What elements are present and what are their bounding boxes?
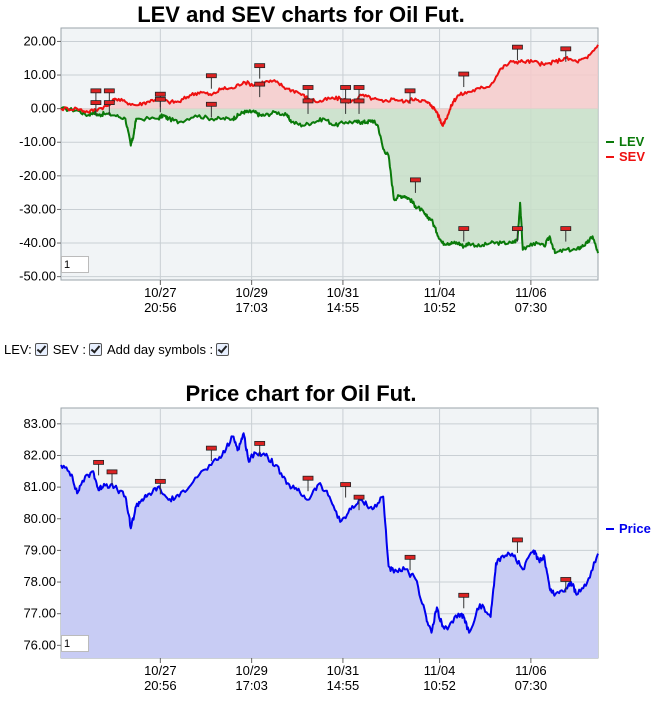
day-marker [410, 177, 421, 183]
day-marker [353, 494, 365, 500]
chart-controls: LEV: SEV : Add day symbols : [4, 342, 231, 357]
x-tick-time: 17:03 [235, 300, 268, 315]
day-marker [353, 98, 365, 104]
x-tick-time: 07:30 [515, 678, 548, 693]
day-marker [302, 475, 314, 481]
sev-checkbox[interactable] [88, 343, 102, 356]
x-tick-time: 17:03 [235, 678, 268, 693]
day-marker [404, 88, 416, 94]
day-marker [353, 85, 365, 90]
day-marker [154, 478, 166, 484]
day-marker [458, 592, 470, 598]
y-tick-label: 10.00 [23, 67, 56, 82]
y-tick-label: 79.00 [23, 542, 56, 557]
legend-label: SEV [619, 149, 645, 164]
y-tick-label: 76.00 [23, 637, 56, 652]
x-tick-date: 11/04 [424, 663, 456, 678]
x-tick-date: 10/29 [235, 285, 268, 300]
y-tick-label: -10.00 [19, 134, 56, 149]
day-marker [560, 226, 572, 232]
day-marker [205, 101, 217, 107]
y-tick-label: 77.00 [23, 606, 56, 621]
day-marker [154, 91, 166, 97]
x-tick-date: 11/06 [515, 285, 547, 300]
sev-toggle-label: SEV : [52, 342, 86, 357]
series-line-price [60, 432, 599, 634]
y-tick-label: -40.00 [19, 235, 56, 250]
chart-title: Price chart for Oil Fut. [185, 381, 416, 406]
lev-toggle-label: LEV: [4, 342, 32, 357]
day-marker [340, 98, 352, 104]
day-marker [560, 577, 572, 582]
series-area-price [61, 433, 598, 658]
day-marker [254, 440, 266, 446]
x-tick-date: 10/31 [327, 663, 360, 678]
day-marker [205, 73, 217, 79]
day-marker [254, 81, 266, 87]
x-tick-date: 10/29 [235, 663, 268, 678]
day-marker [340, 85, 352, 90]
day-symbols-checkbox[interactable] [216, 343, 230, 356]
x-tick-date: 11/04 [424, 285, 456, 300]
x-tick-time: 14:55 [327, 678, 360, 693]
price-chart-input[interactable]: 1 [61, 635, 89, 652]
day-marker [512, 226, 523, 232]
y-tick-label: -50.00 [19, 269, 56, 284]
day-marker [302, 98, 314, 104]
day-marker [512, 537, 523, 543]
x-tick-time: 20:56 [144, 300, 177, 315]
x-tick-time: 10:52 [423, 678, 456, 693]
day-marker [458, 226, 470, 232]
y-tick-label: -30.00 [19, 201, 56, 216]
series-area-sev [61, 44, 598, 126]
chart-title: LEV and SEV charts for Oil Fut. [137, 2, 465, 27]
x-tick-date: 10/27 [144, 663, 177, 678]
y-tick-label: 82.00 [23, 447, 56, 462]
day-marker [254, 63, 266, 69]
day-marker [106, 469, 118, 475]
day-marker [93, 459, 104, 465]
x-tick-date: 10/27 [144, 285, 177, 300]
day-marker [458, 71, 470, 77]
legend-label: LEV [619, 134, 645, 149]
lev-chart-input[interactable]: 1 [61, 256, 89, 273]
day-marker [90, 100, 102, 105]
y-tick-label: 0.00 [31, 101, 56, 116]
day-marker [560, 46, 572, 52]
y-tick-label: 78.00 [23, 574, 56, 589]
x-tick-time: 10:52 [423, 300, 456, 315]
lev-sev-chart: LEV and SEV charts for Oil Fut.20.0010.0… [19, 2, 645, 315]
day-marker [512, 44, 523, 50]
day-marker [302, 85, 314, 90]
y-tick-label: 81.00 [23, 479, 56, 494]
x-tick-time: 07:30 [515, 300, 548, 315]
day-marker [205, 445, 217, 451]
y-tick-label: 80.00 [23, 511, 56, 526]
series-area-lev [61, 107, 598, 254]
legend-label: Price [619, 521, 651, 536]
x-tick-date: 10/31 [327, 285, 360, 300]
day-marker [154, 96, 166, 102]
x-tick-time: 14:55 [327, 300, 360, 315]
lev-checkbox[interactable] [34, 343, 48, 356]
day-marker [340, 482, 352, 487]
day-symbols-toggle-label: Add day symbols : [106, 342, 214, 357]
y-tick-label: 20.00 [23, 33, 56, 48]
day-marker [404, 554, 416, 560]
day-marker [103, 100, 115, 105]
x-tick-date: 11/06 [515, 663, 547, 678]
y-tick-label: 83.00 [23, 416, 56, 431]
price-chart: Price chart for Oil Fut. 83.00 82.00 81.00 8… [23, 381, 651, 693]
x-tick-time: 20:56 [144, 678, 177, 693]
y-tick-label: -20.00 [19, 168, 56, 183]
day-marker [103, 88, 115, 94]
day-marker [90, 88, 102, 94]
